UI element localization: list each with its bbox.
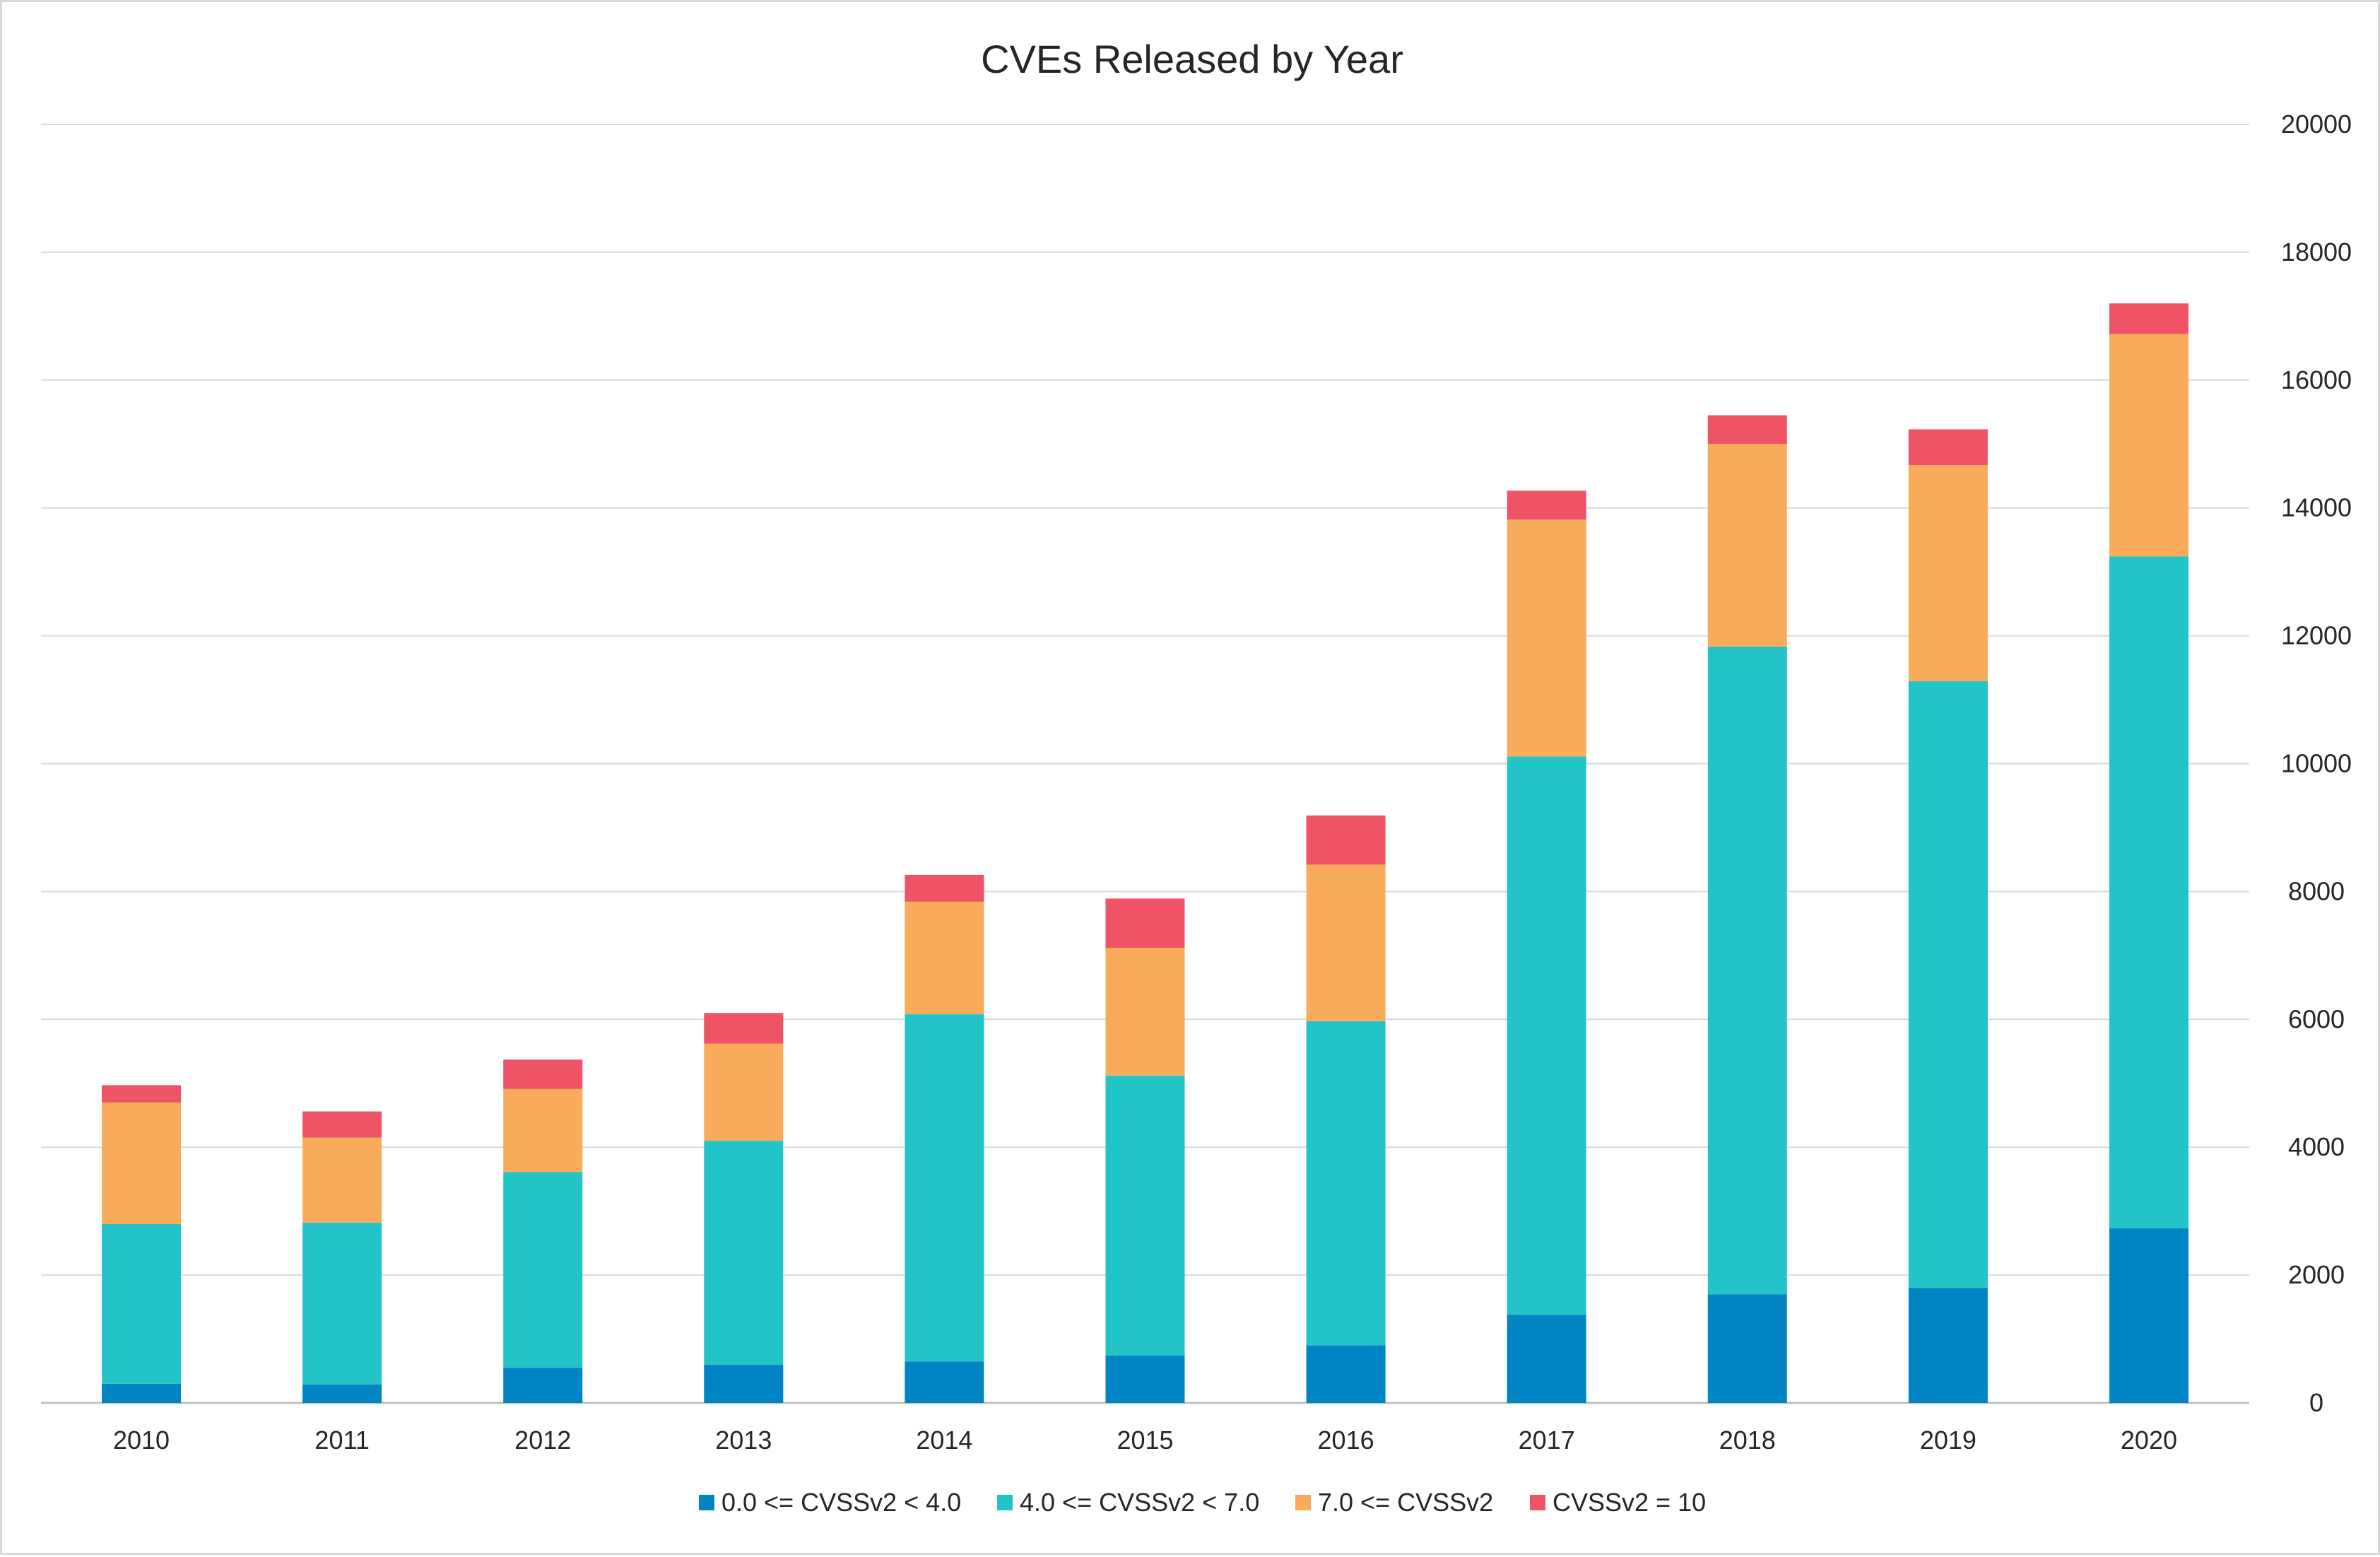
x-tick-label: 2013 — [715, 1426, 772, 1455]
y-tick-label: 20000 — [2281, 110, 2352, 139]
bar-segment — [905, 1361, 984, 1403]
x-axis: 2010 2011 2012 2013 2014 2015 2016 2017 2018 2019… — [113, 1426, 2177, 1455]
legend-label: 7.0 <= CVSSv2 — [1318, 1488, 1493, 1517]
y-tick-label: 6000 — [2288, 1004, 2345, 1033]
bar-stack — [704, 1013, 784, 1403]
bar-segment — [704, 1013, 784, 1044]
bars — [102, 303, 2188, 1403]
bar-stack — [2109, 303, 2188, 1403]
legend-swatch — [1530, 1495, 1545, 1510]
bar-segment — [1707, 415, 1787, 445]
bar-segment — [1105, 1356, 1185, 1403]
bar-segment — [302, 1222, 382, 1385]
bar-stack — [1507, 490, 1586, 1403]
y-axis: 0 2000 4000 6000 8000 10000 12000 14000 16000 180… — [2281, 110, 2352, 1417]
legend-item: 7.0 <= CVSSv2 — [1295, 1488, 1493, 1517]
bar-stack — [1707, 415, 1787, 1403]
legend-item: CVSSv2 = 10 — [1530, 1488, 1706, 1517]
bar-stack — [1306, 815, 1386, 1403]
y-tick-label: 0 — [2309, 1388, 2323, 1417]
x-tick-label: 2012 — [514, 1426, 571, 1455]
bar-segment — [1707, 1294, 1787, 1403]
x-tick-label: 2017 — [1519, 1426, 1575, 1455]
bar-segment — [2109, 1228, 2188, 1403]
x-tick-label: 2018 — [1719, 1426, 1776, 1455]
bar-segment — [1507, 1315, 1586, 1403]
bar-segment — [704, 1043, 784, 1141]
bar-segment — [704, 1141, 784, 1365]
bar-segment — [2109, 334, 2188, 557]
bar-stack — [302, 1111, 382, 1403]
bar-segment — [503, 1172, 583, 1368]
y-tick-label: 8000 — [2288, 876, 2345, 905]
bar-segment — [1306, 864, 1386, 1022]
bar-segment — [905, 1014, 984, 1362]
bar-segment — [1908, 681, 1988, 1288]
bar-stack — [102, 1085, 182, 1403]
legend-swatch — [997, 1495, 1013, 1510]
bar-segment — [1105, 898, 1185, 948]
bar-segment — [102, 1102, 182, 1224]
bar-segment — [1306, 1345, 1386, 1403]
bar-segment — [1707, 646, 1787, 1295]
y-tick-label: 12000 — [2281, 621, 2352, 650]
gridlines — [41, 124, 2249, 1404]
x-tick-label: 2020 — [2121, 1426, 2177, 1455]
y-tick-label: 4000 — [2288, 1132, 2345, 1161]
bar-segment — [302, 1137, 382, 1223]
legend-item: 0.0 <= CVSSv2 < 4.0 — [699, 1488, 961, 1517]
y-tick-label: 2000 — [2288, 1260, 2345, 1289]
x-tick-label: 2014 — [916, 1426, 972, 1455]
bar-stack — [503, 1059, 583, 1403]
legend: 0.0 <= CVSSv2 < 4.0 4.0 <= CVSSv2 < 7.0 7.… — [699, 1488, 1706, 1517]
x-tick-label: 2016 — [1318, 1426, 1374, 1455]
bar-segment — [1306, 1021, 1386, 1346]
y-tick-label: 14000 — [2281, 493, 2352, 522]
legend-swatch — [1295, 1495, 1311, 1510]
bar-stack — [905, 874, 984, 1403]
bar-segment — [704, 1364, 784, 1403]
y-tick-label: 16000 — [2281, 365, 2352, 394]
bar-stack — [1908, 429, 1988, 1403]
legend-label: 4.0 <= CVSSv2 < 7.0 — [1020, 1488, 1259, 1517]
x-tick-label: 2019 — [1920, 1426, 1977, 1455]
bar-segment — [905, 901, 984, 1015]
bar-segment — [102, 1223, 182, 1384]
bar-segment — [503, 1088, 583, 1173]
legend-label: CVSSv2 = 10 — [1553, 1488, 1706, 1517]
x-tick-label: 2010 — [113, 1426, 170, 1455]
bar-segment — [1908, 1288, 1988, 1403]
bar-segment — [102, 1383, 182, 1403]
y-tick-label: 18000 — [2281, 237, 2352, 266]
y-tick-label: 10000 — [2281, 749, 2352, 778]
x-tick-label: 2011 — [314, 1426, 369, 1455]
bar-segment — [1908, 465, 1988, 681]
bar-segment — [102, 1085, 182, 1103]
bar-segment — [1105, 1075, 1185, 1356]
bar-segment — [503, 1059, 583, 1089]
bar-segment — [302, 1111, 382, 1138]
bar-segment — [1507, 490, 1586, 519]
bar-segment — [1507, 519, 1586, 757]
bar-segment — [1306, 815, 1386, 865]
bar-segment — [905, 874, 984, 902]
x-tick-label: 2015 — [1117, 1426, 1173, 1455]
legend-item: 4.0 <= CVSSv2 < 7.0 — [997, 1488, 1259, 1517]
bar-stack — [1105, 898, 1185, 1403]
bar-segment — [2109, 303, 2188, 334]
bar-segment — [503, 1368, 583, 1403]
legend-label: 0.0 <= CVSSv2 < 4.0 — [721, 1488, 961, 1517]
bar-segment — [1507, 756, 1586, 1315]
chart-title: CVEs Released by Year — [981, 37, 1403, 81]
bar-segment — [1707, 444, 1787, 647]
bar-segment — [302, 1384, 382, 1403]
legend-swatch — [699, 1495, 714, 1510]
bar-segment — [1105, 947, 1185, 1076]
bar-segment — [2109, 556, 2188, 1229]
bar-segment — [1908, 429, 1988, 466]
